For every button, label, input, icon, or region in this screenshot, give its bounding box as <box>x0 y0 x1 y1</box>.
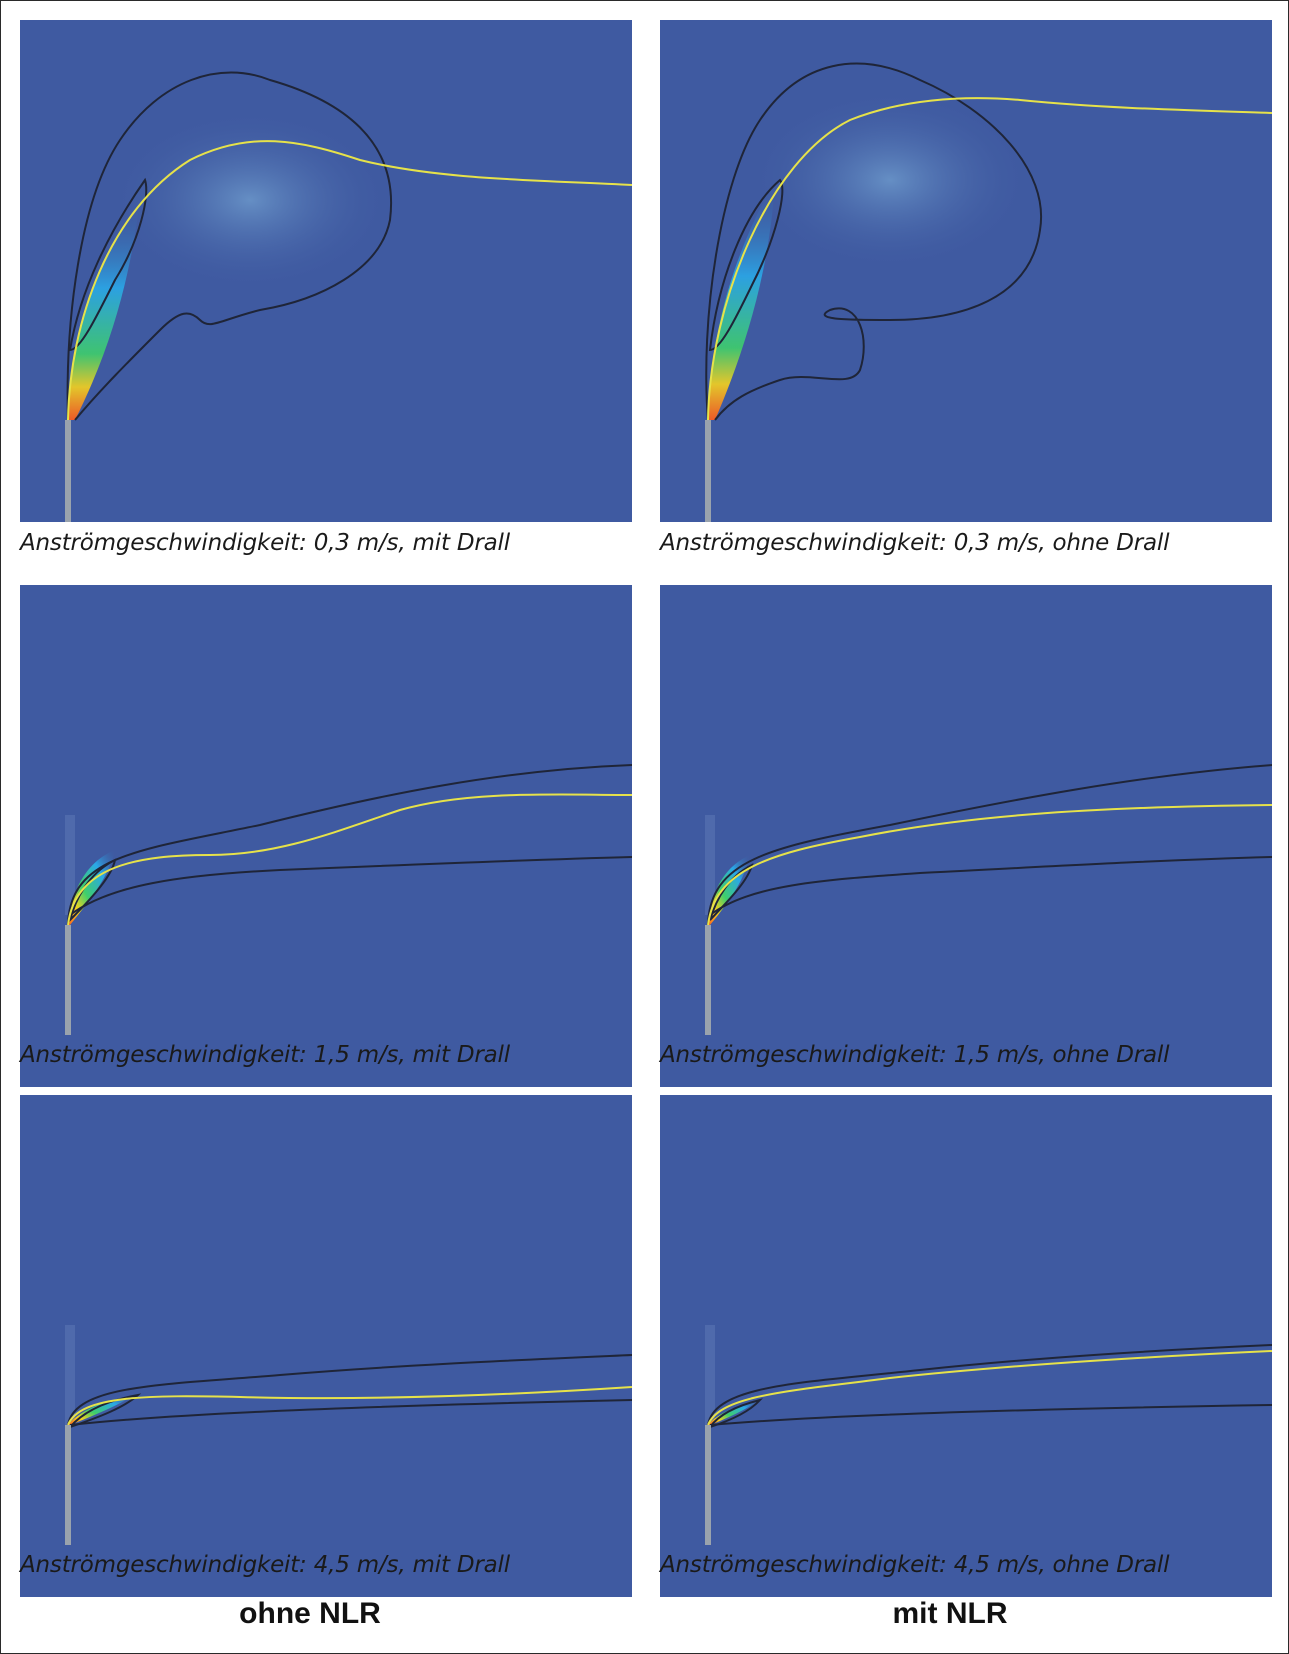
plume-outline-lower <box>709 856 1272 916</box>
plume-field <box>110 110 390 290</box>
plume-outline-upper <box>707 764 1272 926</box>
core-outline <box>708 178 784 352</box>
simulation-panel-1-5-mit-drall <box>20 585 632 1087</box>
plume-field <box>750 90 1030 270</box>
stack <box>65 420 71 522</box>
simulation-panel-4-5-ohne-drall <box>660 1095 1272 1597</box>
plume-outline-upper <box>67 764 632 926</box>
stack <box>705 420 711 522</box>
centerline <box>707 1350 1272 1426</box>
plume-outline-upper <box>707 1344 1272 1426</box>
caption-4-5-mit-drall: Anströmgeschwindigkeit: 4,5 m/s, mit Dra… <box>20 1552 510 1578</box>
plume-field <box>660 1095 1272 1545</box>
plume-field <box>708 1400 760 1425</box>
caption-1-5-ohne-drall: Anströmgeschwindigkeit: 1,5 m/s, ohne Dr… <box>660 1042 1170 1068</box>
caption-0-3-mit-drall: Anströmgeschwindigkeit: 0,3 m/s, mit Dra… <box>20 530 510 556</box>
simulation-panel-0-3-ohne-drall <box>660 20 1272 522</box>
stack <box>705 1425 711 1545</box>
centerline <box>67 1386 632 1426</box>
plume-outline-lower <box>709 1404 1272 1426</box>
plume-field <box>705 815 715 915</box>
plume-field <box>65 1325 75 1425</box>
core-outline <box>68 177 148 352</box>
simulation-panel-1-5-ohne-drall <box>660 585 1272 1087</box>
simulation-panel-4-5-mit-drall <box>20 1095 632 1597</box>
centerline <box>707 97 1272 421</box>
column-label-left: ohne NLR <box>239 1597 381 1630</box>
core-outline <box>709 863 754 921</box>
plume-field <box>68 1395 135 1425</box>
plume-outline-upper <box>67 1354 632 1426</box>
plume-outline-lower <box>69 1399 632 1426</box>
caption-0-3-ohne-drall: Anströmgeschwindigkeit: 0,3 m/s, ohne Dr… <box>660 530 1170 556</box>
caption-1-5-mit-drall: Anströmgeschwindigkeit: 1,5 m/s, mit Dra… <box>20 1042 510 1068</box>
stack <box>705 925 711 1035</box>
plume-outline <box>66 71 393 421</box>
plume-outline-lower <box>69 856 632 916</box>
plume-field <box>68 200 140 420</box>
caption-4-5-ohne-drall: Anströmgeschwindigkeit: 4,5 m/s, ohne Dr… <box>660 1552 1170 1578</box>
simulation-panel-0-3-mit-drall <box>20 20 632 522</box>
plume-outline <box>705 62 1043 421</box>
core-outline <box>707 1398 763 1429</box>
plume-field <box>708 180 775 420</box>
centerline <box>707 804 1272 926</box>
stack <box>65 1425 71 1545</box>
plume-field <box>65 815 75 915</box>
core-outline <box>66 1393 142 1430</box>
centerline <box>67 140 632 421</box>
column-label-right: mit NLR <box>892 1597 1008 1630</box>
plume-field <box>20 1095 632 1545</box>
centerline <box>67 793 632 926</box>
plume-field <box>705 1325 715 1425</box>
core-outline <box>68 858 117 924</box>
plume-field <box>68 850 115 925</box>
stack <box>65 925 71 1035</box>
